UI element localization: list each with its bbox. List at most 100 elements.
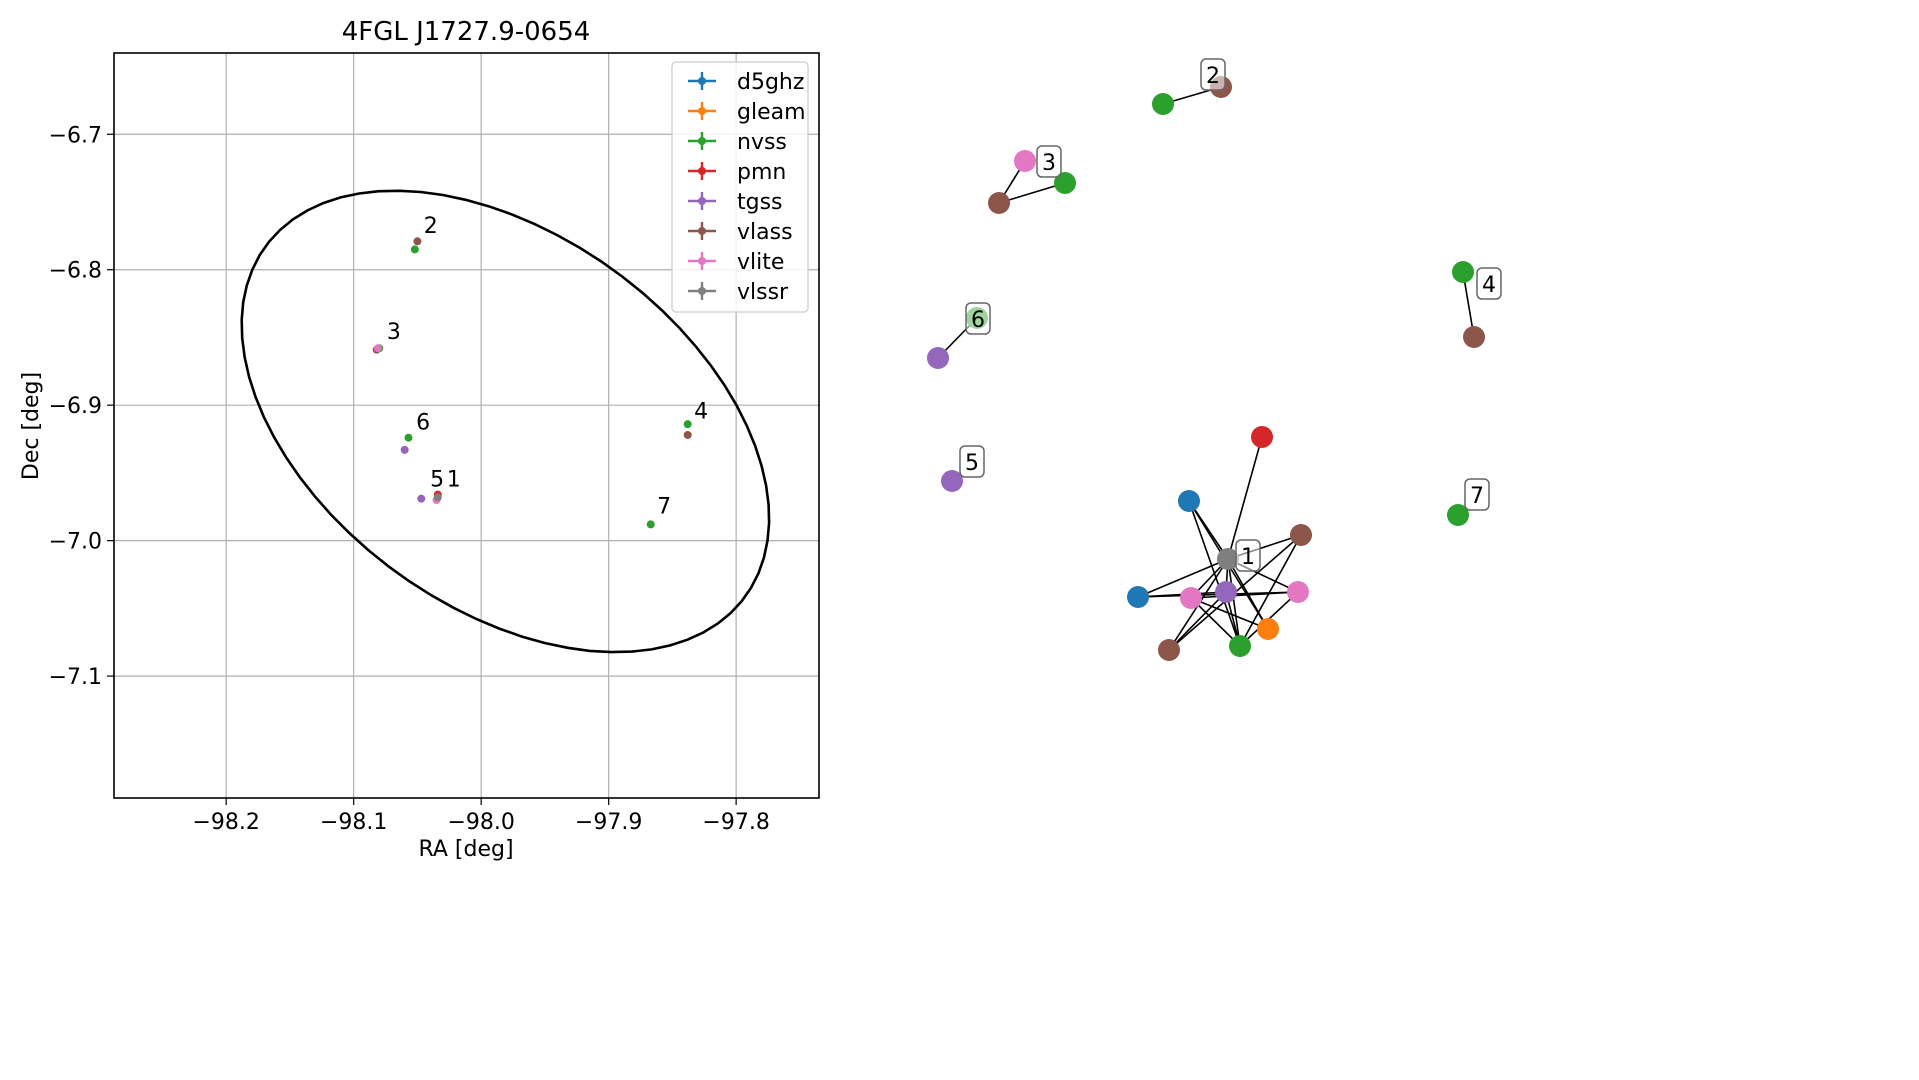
legend-label-vlass: vlass	[737, 220, 793, 245]
x-axis-label: RA [deg]	[418, 837, 513, 862]
legend-box	[671, 61, 809, 313]
node-label-box	[1036, 145, 1062, 178]
point-labels: 1 2 3 4 5 6 7	[387, 214, 708, 519]
error-ellipse	[240, 189, 771, 654]
legend-dot-nvss	[698, 137, 706, 145]
x-tick-label: −97.8	[702, 810, 769, 835]
legend-label-tgss: tgss	[737, 190, 783, 215]
graph-edge	[1190, 597, 1241, 647]
legend-label-nvss: nvss	[737, 130, 787, 155]
x-tick-label: −97.9	[575, 810, 642, 835]
sky-scatter-panel: 1 2 3 4 5 6 7 −98.2 −98.1 −98.0 −97.9 −97.8 −6.7 −6.…	[19, 17, 820, 862]
graph-edge	[1168, 591, 1227, 651]
plot-title: 4FGL J1727.9-0654	[342, 17, 591, 47]
point-tgss	[400, 445, 409, 454]
graph-edge	[1227, 436, 1263, 560]
point-label: 3	[387, 320, 401, 345]
point-vlass	[413, 237, 422, 246]
graph-node-vlass	[1463, 326, 1485, 348]
graph-node-nvss	[1229, 635, 1251, 657]
point-vlass	[683, 430, 692, 439]
node-labels: 1 2 3 4 5 6 7	[959, 58, 1502, 572]
point-label: 6	[416, 411, 430, 436]
node-label-box	[1476, 267, 1502, 300]
graph-node-vlass	[1290, 524, 1312, 546]
graph-node-vlite	[1014, 150, 1036, 172]
point-vlite	[373, 344, 382, 353]
legend: d5ghz gleam nvss pmn tgss vlass vlite vlssr	[671, 61, 809, 313]
node-label-box	[959, 445, 985, 478]
graph-node-tgss	[1215, 581, 1237, 603]
point-label: 2	[424, 214, 438, 239]
points-layer	[372, 237, 692, 529]
point-nvss	[410, 245, 419, 254]
node-label: 7	[1470, 484, 1484, 509]
plot-frame	[113, 52, 820, 799]
graph-node-vlass	[988, 192, 1010, 214]
ellipse-layer	[240, 189, 771, 654]
graph-node-nvss	[1152, 93, 1174, 115]
point-label: 7	[657, 495, 671, 520]
x-tick-label: −98.2	[192, 810, 259, 835]
legend-dot-gleam	[698, 107, 706, 115]
legend-dot-pmn	[698, 167, 706, 175]
graph-edge	[1188, 500, 1241, 647]
graph-edge	[1190, 597, 1269, 630]
graph-node-tgss	[927, 347, 949, 369]
point-label: 1	[447, 467, 461, 492]
y-tick-label: −7.1	[49, 665, 102, 690]
grid	[114, 53, 819, 798]
point-vlssr	[433, 493, 442, 502]
graph-node-tgss	[941, 470, 963, 492]
graph-node-vlass	[1158, 639, 1180, 661]
y-axis-label: Dec [deg]	[19, 372, 44, 480]
legend-label-gleam: gleam	[737, 100, 806, 125]
legend-dot-vlass	[698, 227, 706, 235]
legend-dot-vlssr	[698, 287, 706, 295]
graph-edge	[1137, 558, 1229, 598]
point-nvss	[683, 420, 692, 429]
network-graph-panel: 1 2 3 4 5 6 7	[927, 58, 1502, 661]
nodes	[927, 76, 1485, 661]
edges	[937, 86, 1475, 651]
legend-label-pmn: pmn	[737, 160, 786, 185]
graph-node-nvss	[1452, 261, 1474, 283]
node-label: 1	[1241, 545, 1255, 570]
point-label: 5	[430, 467, 444, 492]
axis-ticks: −98.2 −98.1 −98.0 −97.9 −97.8 −6.7 −6.8 −6.9 −7.…	[49, 123, 770, 835]
node-label: 5	[965, 451, 979, 476]
node-label-box	[965, 302, 991, 335]
graph-node-vlite	[1287, 581, 1309, 603]
node-label-box	[1200, 58, 1226, 91]
graph-node-nvss	[1447, 504, 1469, 526]
legend-dot-tgss	[698, 197, 706, 205]
legend-dot-d5ghz	[698, 77, 706, 85]
y-tick-label: −6.9	[49, 394, 102, 419]
graph-node-pmn	[1251, 426, 1273, 448]
graph-edge	[1190, 591, 1299, 599]
graph-node-d5ghz	[1127, 586, 1149, 608]
node-label: 3	[1042, 151, 1056, 176]
legend-label-d5ghz: d5ghz	[737, 70, 804, 95]
node-label-box	[1235, 539, 1261, 572]
node-label: 6	[971, 308, 985, 333]
graph-edge	[1227, 558, 1241, 647]
point-nvss	[646, 520, 655, 529]
point-tgss	[417, 494, 426, 503]
legend-label-vlite: vlite	[737, 250, 784, 275]
graph-node-nvss	[1054, 172, 1076, 194]
x-tick-label: −98.0	[447, 810, 514, 835]
graph-node-d5ghz	[1178, 490, 1200, 512]
legend-dot-vlite	[698, 257, 706, 265]
graph-node-vlssr	[1217, 548, 1239, 570]
graph-node-vlite	[1180, 587, 1202, 609]
legend-label-vlssr: vlssr	[737, 280, 789, 305]
node-label-box	[1464, 478, 1490, 511]
graph-edge	[1239, 534, 1302, 647]
y-tick-label: −6.7	[49, 123, 102, 148]
y-tick-label: −6.8	[49, 259, 102, 284]
y-tick-label: −7.0	[49, 530, 102, 555]
point-label: 4	[694, 400, 708, 425]
graph-edge	[998, 182, 1066, 204]
